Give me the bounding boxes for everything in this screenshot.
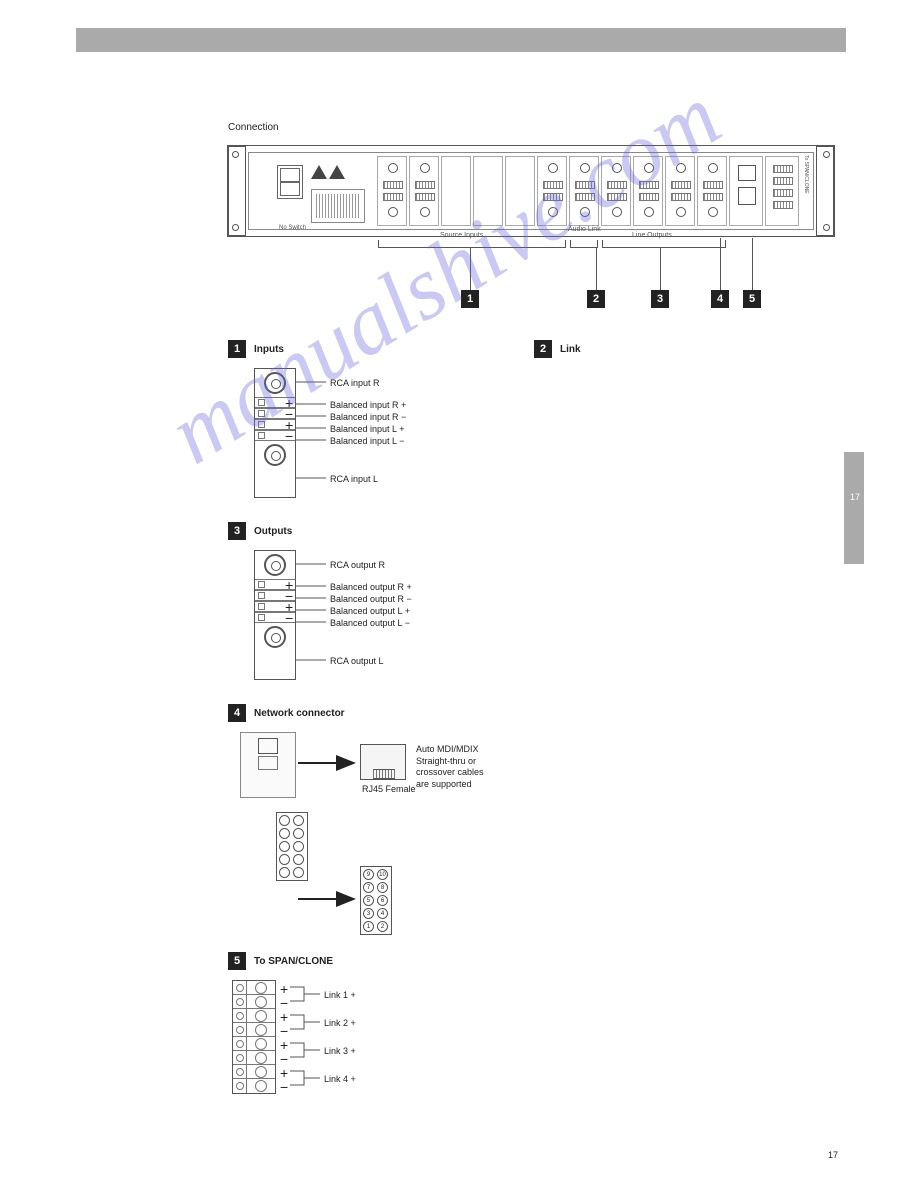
s1-lbl: Balanced input L −: [330, 436, 404, 446]
side-page-num: 17: [850, 492, 860, 502]
s1-lbl: RCA input R: [330, 378, 380, 388]
header-bar: [76, 28, 846, 52]
output-slot: [697, 156, 727, 226]
leader-line: [596, 248, 597, 290]
section1-num: 1: [228, 340, 246, 358]
s3-lbl: Balanced output R −: [330, 594, 412, 604]
line-outputs-label: Line Outputs: [632, 232, 672, 239]
section2-title: Link: [560, 344, 581, 355]
audio-link-label: Audio Link: [568, 226, 601, 233]
inner-panel: No Switch: [248, 152, 814, 230]
s1-lbl: Balanced input R −: [330, 412, 406, 422]
network-slot: [729, 156, 763, 226]
no-switch-label: No Switch: [279, 225, 306, 231]
screw-icon: [823, 151, 830, 158]
section4-title: Network connector: [254, 708, 345, 719]
power-switch-icon: [277, 165, 303, 199]
section4-num: 4: [228, 704, 246, 722]
span-slot: [765, 156, 799, 226]
span-label: To SPAN/CLONE: [803, 155, 809, 194]
s5-lbl: Link 3 +: [324, 1046, 356, 1056]
rj45-connector: [360, 744, 406, 780]
intro-text: Connection: [228, 122, 279, 133]
leader-line: [752, 238, 753, 290]
section3-num: 3: [228, 522, 246, 540]
arrow-icon: [336, 755, 356, 771]
s3-lbl: RCA output R: [330, 560, 385, 570]
s5-lbl: Link 1 +: [324, 990, 356, 1000]
rear-chassis: No Switch: [227, 145, 835, 237]
blank-slot: [441, 156, 471, 226]
callout-4: 4: [711, 290, 729, 308]
s3-lbl: Balanced output L −: [330, 618, 410, 628]
s3-lbl: Balanced output R +: [330, 582, 412, 592]
arrow-icon: [336, 891, 356, 907]
callout-3: 3: [651, 290, 669, 308]
leader-line: [720, 238, 721, 290]
audio-link-bracket: [570, 240, 598, 248]
input-slot: [537, 156, 567, 226]
screw-icon: [232, 224, 239, 231]
vent-icon: [311, 189, 365, 223]
input-slot: [377, 156, 407, 226]
s1-lbl: Balanced input R +: [330, 400, 406, 410]
screw-icon: [823, 224, 830, 231]
section2-num: 2: [534, 340, 552, 358]
rj45-caption: RJ45 Female: [362, 784, 416, 794]
s3-lbl: Balanced output L +: [330, 606, 410, 616]
dip-large: 910 78 56 34 12: [360, 866, 392, 935]
leader-line: [660, 248, 661, 290]
link-slot: [569, 156, 599, 226]
page-number: 17: [828, 1150, 838, 1160]
output-slot: [601, 156, 631, 226]
section3-title: Outputs: [254, 526, 292, 537]
output-slot: [633, 156, 663, 226]
section5-title: To SPAN/CLONE: [254, 956, 333, 967]
s5-lbl: Link 2 +: [324, 1018, 356, 1028]
callout-1: 1: [461, 290, 479, 308]
section5-terminal: [232, 980, 276, 1094]
blank-slot: [505, 156, 535, 226]
output-slot: [665, 156, 695, 226]
warning-label: [311, 165, 361, 185]
section5-num: 5: [228, 952, 246, 970]
arrow-line: [298, 898, 338, 900]
blank-slot: [473, 156, 503, 226]
s1-lbl: RCA input L: [330, 474, 378, 484]
screw-icon: [232, 151, 239, 158]
leader-line: [470, 248, 471, 290]
section3-connector: + − + −: [254, 550, 296, 680]
callout-5: 5: [743, 290, 761, 308]
network-module: [240, 732, 296, 798]
source-inputs-label: Source Inputs: [440, 232, 483, 239]
source-inputs-bracket: [378, 240, 566, 248]
side-tab: [844, 452, 864, 564]
s1-lbl: Balanced input L +: [330, 424, 404, 434]
section1-title: Inputs: [254, 344, 284, 355]
dip-small: [276, 812, 308, 881]
arrow-line: [298, 762, 338, 764]
input-slot: [409, 156, 439, 226]
callout-2: 2: [587, 290, 605, 308]
s3-lbl: RCA output L: [330, 656, 384, 666]
section1-connector: + − + −: [254, 368, 296, 498]
s5-lbl: Link 4 +: [324, 1074, 356, 1084]
rj45-note: Auto MDI/MDIX Straight-thru or crossover…: [416, 744, 484, 791]
line-outputs-bracket: [602, 240, 726, 248]
